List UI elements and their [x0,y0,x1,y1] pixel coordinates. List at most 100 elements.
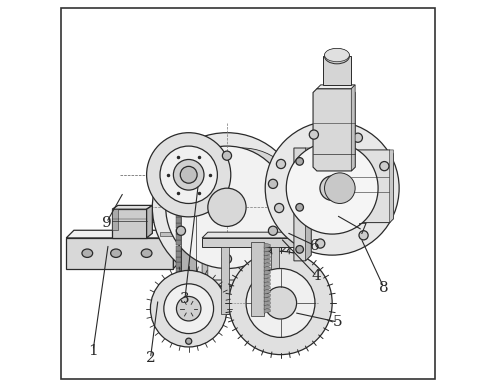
Polygon shape [112,209,118,230]
Polygon shape [177,268,181,273]
Polygon shape [174,230,181,268]
Circle shape [324,173,355,204]
Polygon shape [177,212,181,217]
Circle shape [315,239,325,248]
Polygon shape [389,150,393,223]
Polygon shape [264,293,270,298]
Circle shape [174,159,204,190]
Circle shape [166,146,288,268]
Circle shape [222,151,232,160]
Circle shape [177,296,201,321]
Polygon shape [177,291,181,296]
Polygon shape [264,250,270,256]
Circle shape [229,251,332,354]
Text: 6: 6 [310,238,320,253]
Polygon shape [264,273,270,279]
Polygon shape [177,172,181,177]
Polygon shape [202,232,208,314]
Polygon shape [177,223,181,228]
Polygon shape [177,251,181,257]
Polygon shape [264,277,270,283]
Circle shape [222,254,232,263]
Polygon shape [177,240,181,245]
Circle shape [147,133,231,217]
Circle shape [177,179,186,189]
Polygon shape [264,304,270,310]
Polygon shape [66,230,181,238]
Polygon shape [202,286,294,314]
Circle shape [268,226,278,235]
Polygon shape [160,232,174,236]
Circle shape [265,121,399,255]
Circle shape [246,268,315,338]
Polygon shape [202,232,300,238]
Polygon shape [264,254,270,260]
Polygon shape [177,274,181,279]
Ellipse shape [324,48,349,62]
Text: 8: 8 [379,281,389,295]
Polygon shape [264,266,270,271]
Polygon shape [221,247,229,314]
Circle shape [186,338,192,344]
Circle shape [164,284,214,334]
Polygon shape [177,195,181,200]
Polygon shape [177,263,181,268]
Polygon shape [271,247,279,314]
Polygon shape [177,200,181,206]
Circle shape [286,142,378,234]
Polygon shape [264,296,270,302]
Polygon shape [202,238,294,247]
Polygon shape [251,242,264,316]
Ellipse shape [324,48,349,64]
Circle shape [268,179,278,189]
Polygon shape [294,148,311,261]
Polygon shape [317,85,355,89]
Polygon shape [177,280,181,285]
Polygon shape [264,262,270,267]
Polygon shape [177,234,181,240]
Polygon shape [264,285,270,290]
Polygon shape [313,89,355,171]
Polygon shape [294,280,300,314]
Polygon shape [112,205,152,209]
Polygon shape [177,184,181,189]
Polygon shape [141,215,187,223]
Circle shape [320,176,344,200]
Polygon shape [177,257,181,262]
Bar [322,56,351,85]
Circle shape [152,133,302,282]
Polygon shape [177,228,181,234]
Polygon shape [306,148,311,261]
Polygon shape [177,206,181,211]
Circle shape [183,148,302,266]
Polygon shape [264,243,270,248]
Polygon shape [351,150,393,223]
Polygon shape [66,238,174,268]
Text: 4: 4 [312,269,322,283]
Polygon shape [177,217,181,223]
Text: 2: 2 [145,351,155,366]
Circle shape [160,146,217,204]
Polygon shape [177,285,181,290]
Polygon shape [177,189,181,194]
Ellipse shape [111,249,122,257]
Polygon shape [264,289,270,294]
Polygon shape [264,281,270,286]
Polygon shape [264,300,270,306]
Polygon shape [294,232,300,314]
Polygon shape [351,85,355,171]
Text: 3: 3 [180,292,189,306]
Polygon shape [177,178,181,183]
Circle shape [177,226,186,235]
Polygon shape [264,247,270,252]
Polygon shape [147,205,152,238]
Ellipse shape [82,249,93,257]
Polygon shape [202,280,300,286]
Circle shape [380,162,389,171]
Circle shape [264,287,297,319]
Circle shape [310,130,318,139]
Circle shape [296,245,304,253]
Circle shape [275,204,284,213]
Polygon shape [264,258,270,263]
Polygon shape [181,173,196,299]
